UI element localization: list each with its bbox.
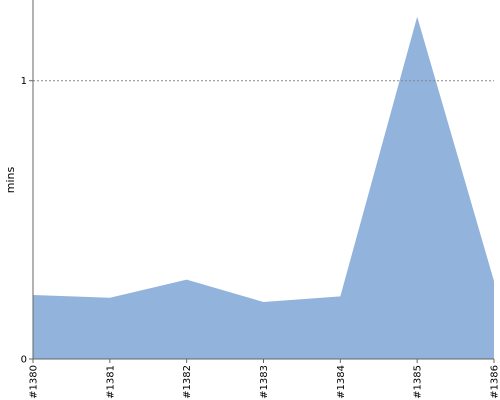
plot-area: 0 1 #1380 #1381 #1382 #1383 #1384 #1385 #1386 bbox=[21, 0, 500, 399]
x-tick-label: #1384 bbox=[336, 365, 347, 399]
y-tick-label: 0 bbox=[21, 355, 27, 366]
y-axis-label: mins bbox=[4, 166, 17, 193]
y-tick-label: 1 bbox=[21, 76, 27, 87]
x-tick-label: #1386 bbox=[490, 365, 500, 399]
x-tick-label: #1380 bbox=[29, 365, 40, 399]
x-tick-label: #1385 bbox=[413, 365, 424, 399]
x-tick-label: #1382 bbox=[182, 365, 193, 399]
area-series-0 bbox=[33, 16, 494, 360]
x-tick-label: #1381 bbox=[105, 365, 116, 399]
x-tick-label: #1383 bbox=[259, 365, 270, 399]
